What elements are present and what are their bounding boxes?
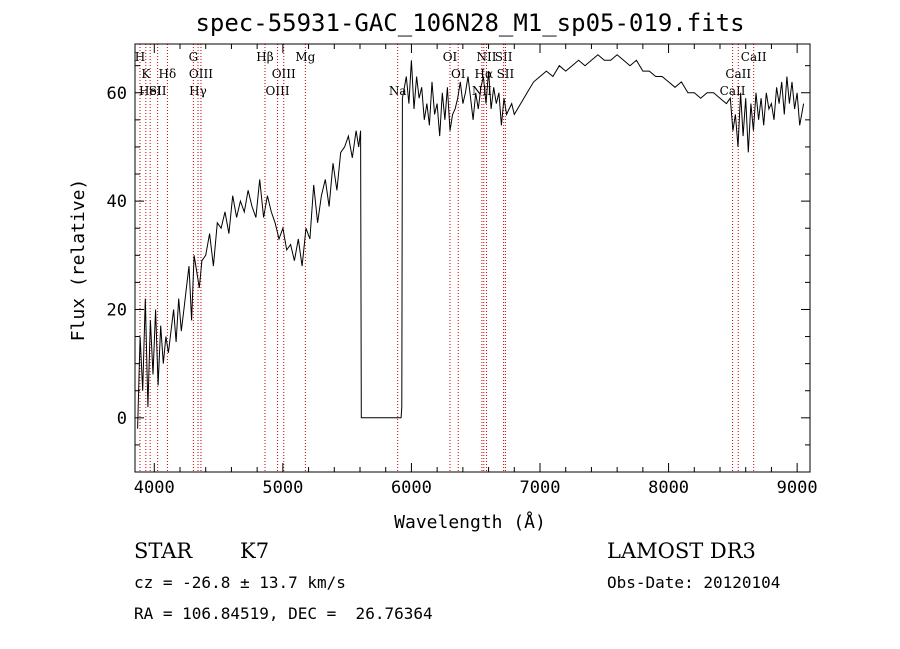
annotation-lines: HKHeISIIHδGHγOIIIHβOIIIOIIIMgNaOIOINIIHα… — [135, 44, 767, 472]
annotation-label-3: SII — [149, 84, 167, 98]
x-tick-label-1: 5000 — [262, 478, 303, 498]
plot-frame — [134, 43, 811, 473]
object-class: STAR — [134, 539, 193, 563]
annotation-label-10: OIII — [272, 67, 296, 81]
x-axis-label: Wavelength (Å) — [394, 511, 546, 533]
y-tick-label-2: 40 — [107, 192, 127, 212]
annotation-label-1: K — [141, 67, 151, 81]
observation-date: Obs-Date: 20120104 — [607, 573, 781, 592]
redshift-velocity: cz = -26.8 ± 13.7 km/s — [134, 573, 346, 592]
chart-title: spec-55931-GAC_106N28_M1_sp05-019.fits — [195, 9, 744, 37]
annotation-label-0: H — [135, 50, 145, 64]
annotation-label-5: G — [189, 50, 199, 64]
axis-ticks: 4000 5000 6000 7000 8000 9000 0 20 40 60 — [107, 44, 818, 498]
series-line-spectrum — [137, 54, 805, 429]
y-tick-label-0: 0 — [117, 409, 127, 429]
x-tick-label-3: 7000 — [520, 478, 561, 498]
annotation-label-21: CaII — [725, 67, 751, 81]
annotation-label-14: OI — [451, 67, 466, 81]
annotation-label-4: Hδ — [159, 67, 177, 81]
annotation-label-8: Hβ — [256, 50, 273, 64]
annotation-label-13: OI — [443, 50, 458, 64]
annotation-label-2: HeI — [139, 84, 162, 98]
annotation-label-20: CaII — [720, 84, 746, 98]
annotation-label-6: Hγ — [189, 84, 207, 98]
x-tick-label-0: 4000 — [134, 478, 175, 498]
annotation-label-17: NII — [477, 50, 497, 64]
x-tick-label-2: 6000 — [391, 478, 432, 498]
survey-name: LAMOST DR3 — [607, 539, 756, 563]
annotation-label-22: CaII — [741, 50, 767, 64]
y-tick-label-1: 20 — [107, 300, 127, 320]
x-tick-label-5: 9000 — [777, 478, 818, 498]
annotation-label-9: OIII — [266, 84, 290, 98]
object-subclass: K7 — [240, 539, 270, 563]
annotation-label-12: Na — [389, 84, 407, 98]
sky-coordinates: RA = 106.84519, DEC = 26.76364 — [134, 604, 433, 623]
y-tick-label-3: 60 — [107, 84, 127, 104]
spectrum-series — [137, 54, 805, 429]
annotation-label-19: SII — [497, 67, 515, 81]
annotation-label-18: SII — [495, 50, 513, 64]
x-tick-label-4: 8000 — [648, 478, 689, 498]
y-axis-label: Flux (relative) — [68, 179, 89, 342]
annotation-label-7: OIII — [189, 67, 213, 81]
annotation-label-11: Mg — [295, 50, 315, 64]
